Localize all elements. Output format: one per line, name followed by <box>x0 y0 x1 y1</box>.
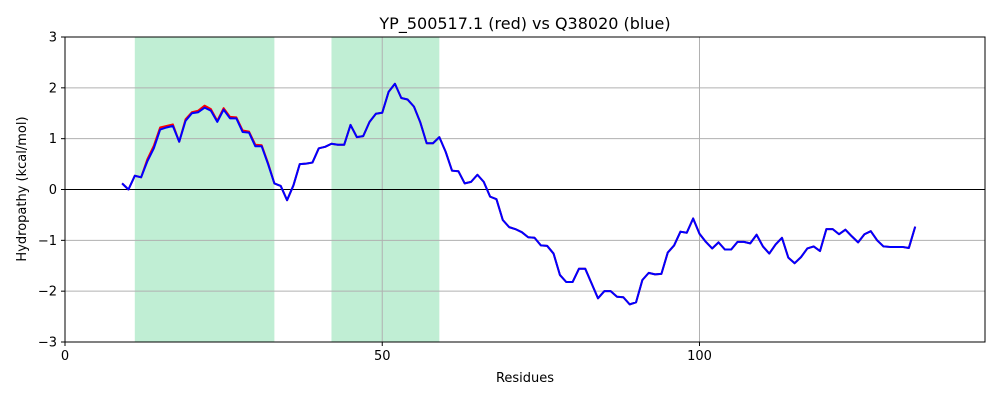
y-tick-label: 3 <box>49 31 57 46</box>
series-lines <box>121 82 917 306</box>
x-axis-ticks: 0 50 100 <box>61 342 712 364</box>
y-axis-ticks: −3 −2 −1 0 1 2 3 <box>38 31 65 351</box>
y-tick-label: 2 <box>49 81 57 96</box>
x-tick-label: 50 <box>374 349 391 364</box>
y-tick-label: −2 <box>38 285 57 300</box>
y-axis-label: Hydropathy (kcal/mol) <box>15 116 30 261</box>
y-tick-label: 0 <box>49 183 57 198</box>
y-tick-label: −1 <box>38 234 57 249</box>
y-tick-label: −3 <box>38 336 57 351</box>
x-tick-label: 0 <box>61 349 69 364</box>
chart-title: YP_500517.1 (red) vs Q38020 (blue) <box>378 14 670 34</box>
y-tick-label: 1 <box>49 132 57 147</box>
x-axis-label: Residues <box>496 371 554 386</box>
x-tick-label: 100 <box>687 349 712 364</box>
series-line-1 <box>121 82 917 306</box>
